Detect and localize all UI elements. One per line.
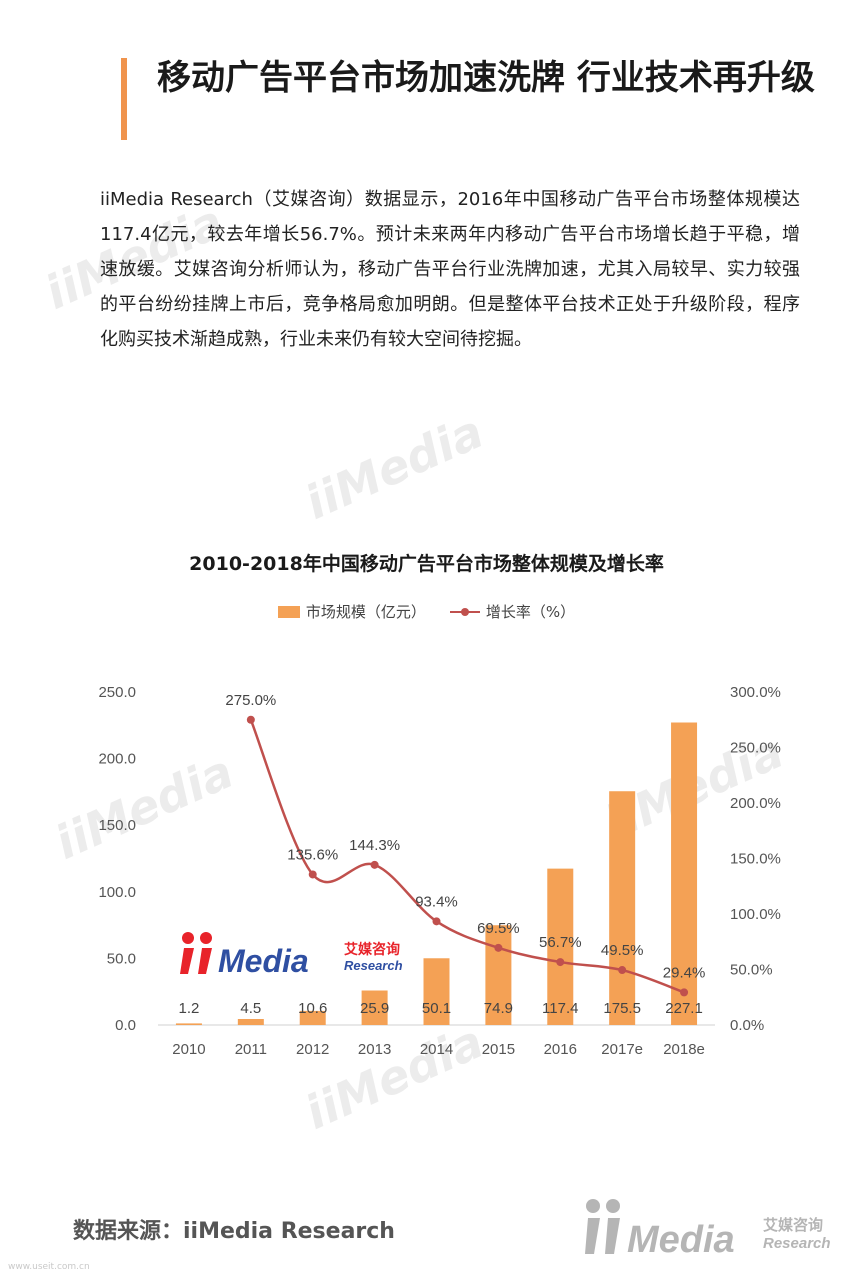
x-tick-label: 2018e — [663, 1041, 705, 1058]
legend-label-bar: 市场规模（亿元） — [305, 603, 426, 621]
chart-legend: 市场规模（亿元） 增长率（%） — [0, 601, 853, 622]
bar — [609, 791, 636, 1025]
iimedia-logo-footer: Media 艾媒咨询 Research — [585, 1199, 831, 1258]
intro-paragraph: iiMedia Research（艾媒咨询）数据显示，2016年中国移动广告平台… — [100, 189, 800, 350]
bar-data-label: 1.2 — [179, 1000, 200, 1017]
line-data-label: 29.4% — [663, 964, 706, 981]
watermark: iiMedia — [297, 404, 492, 530]
y-right-tick-label: 100.0% — [730, 906, 781, 923]
y-left-tick-label: 0.0 — [115, 1017, 136, 1034]
combo-chart: 0.0 50.0 100.0 150.0 200.0 250.0 0.0% 50.0% 100.… — [98, 684, 781, 1058]
y-left-tick-label: 100.0 — [98, 884, 136, 901]
logo-word: Media — [218, 943, 309, 978]
line-data-label: 49.5% — [601, 942, 644, 959]
bar-data-label: 74.9 — [484, 1000, 513, 1017]
chart-title: 2010-2018年中国移动广告平台市场整体规模及增长率 — [189, 553, 664, 575]
y-right-tick-label: 0.0% — [730, 1017, 764, 1034]
legend-item-bar: 市场规模（亿元） — [277, 601, 426, 622]
legend-line-swatch — [449, 606, 480, 618]
iimedia-logo-inline: Media 艾媒咨询 Research — [180, 932, 403, 978]
bar — [299, 1010, 326, 1025]
bar-data-label: 25.9 — [360, 1000, 389, 1017]
svg-text:艾媒咨询: 艾媒咨询 — [763, 1216, 823, 1234]
line-point — [432, 917, 441, 926]
logo-en: Research — [344, 958, 403, 973]
y-right-tick-label: 50.0% — [730, 962, 773, 979]
svg-text:Media: Media — [627, 1219, 735, 1258]
line-data-label: 144.3% — [349, 837, 400, 854]
x-tick-label: 2010 — [172, 1041, 205, 1058]
y-left-tick-label: 50.0 — [107, 950, 136, 967]
line-point — [680, 988, 689, 997]
bar — [175, 1023, 202, 1025]
bar-data-label: 50.1 — [422, 1000, 451, 1017]
line-data-label: 69.5% — [477, 920, 520, 937]
x-tick-label: 2012 — [296, 1041, 329, 1058]
x-tick-label: 2013 — [358, 1041, 391, 1058]
line-point — [246, 715, 255, 724]
legend-item-line: 增长率（%） — [449, 601, 576, 622]
legend-label-line: 增长率（%） — [485, 603, 576, 621]
y-right-tick-label: 200.0% — [730, 795, 781, 812]
line-data-label: 275.0% — [225, 692, 276, 709]
line-point — [618, 966, 627, 975]
x-tick-label: 2014 — [420, 1041, 453, 1058]
bar-data-label: 4.5 — [240, 1000, 261, 1017]
y-left-tick-label: 150.0 — [98, 817, 136, 834]
legend-bar-swatch — [277, 605, 300, 618]
x-tick-label: 2016 — [544, 1041, 577, 1058]
bar — [485, 925, 512, 1025]
bar — [671, 722, 698, 1025]
x-tick-label: 2011 — [235, 1041, 267, 1058]
title-accent-bar — [121, 58, 127, 140]
bar-data-label: 175.5 — [603, 1000, 641, 1017]
bar — [423, 958, 450, 1025]
data-source: 数据来源：iiMedia Research — [73, 1219, 395, 1244]
line-data-label: 135.6% — [287, 846, 338, 863]
page-title: 移动广告平台市场加速洗牌 行业技术再升级 — [157, 58, 815, 98]
line-point — [370, 860, 379, 869]
line-data-label: 93.4% — [415, 893, 458, 910]
y-right-tick-label: 300.0% — [730, 684, 781, 701]
bar-data-label: 10.6 — [298, 1000, 327, 1017]
line-point — [556, 958, 565, 967]
bar — [547, 868, 574, 1025]
y-right-tick-label: 150.0% — [730, 851, 781, 868]
line-point — [494, 943, 503, 952]
logo-cn: 艾媒咨询 — [344, 941, 400, 958]
bar — [361, 990, 388, 1025]
x-tick-label: 2017e — [601, 1041, 643, 1058]
footer-url: www.useit.com.cn — [8, 1262, 90, 1272]
svg-text:Research: Research — [763, 1235, 831, 1252]
bar-data-label: 227.1 — [665, 1000, 703, 1017]
y-left-tick-label: 250.0 — [98, 684, 136, 701]
line-data-label: 56.7% — [539, 934, 582, 951]
line-point — [308, 870, 317, 879]
bar-data-label: 117.4 — [542, 1000, 578, 1017]
y-left-tick-label: 200.0 — [98, 751, 136, 768]
bar — [237, 1019, 264, 1025]
x-tick-label: 2015 — [482, 1041, 515, 1058]
y-right-tick-label: 250.0% — [730, 740, 781, 757]
